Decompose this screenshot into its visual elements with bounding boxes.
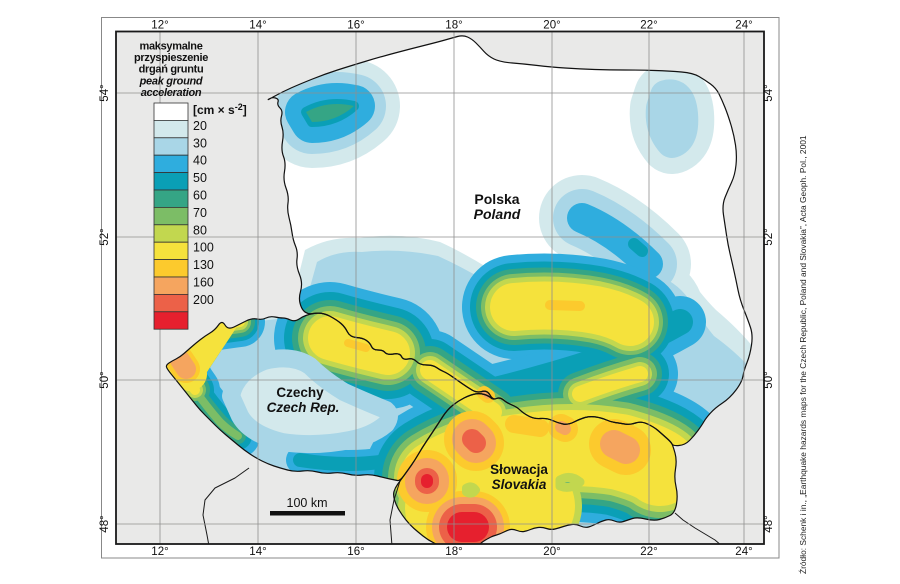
svg-text:50°: 50°	[99, 371, 111, 388]
svg-text:Poland: Poland	[474, 206, 521, 222]
svg-text:Czech Rep.: Czech Rep.	[267, 400, 340, 415]
svg-text:30: 30	[193, 136, 207, 150]
svg-text:24°: 24°	[735, 20, 752, 32]
svg-text:18°: 18°	[445, 20, 462, 32]
svg-text:24°: 24°	[735, 546, 752, 558]
svg-text:70: 70	[193, 206, 207, 220]
svg-text:130: 130	[193, 258, 214, 272]
svg-text:50°: 50°	[763, 371, 775, 388]
svg-text:14°: 14°	[249, 546, 266, 558]
svg-text:drgań gruntu: drgań gruntu	[139, 64, 204, 76]
svg-text:20: 20	[193, 119, 207, 133]
svg-text:peak ground: peak ground	[139, 75, 203, 87]
svg-text:50: 50	[193, 171, 207, 185]
svg-text:100: 100	[193, 241, 214, 255]
svg-text:20°: 20°	[543, 546, 560, 558]
svg-text:52°: 52°	[763, 228, 775, 245]
svg-text:160: 160	[193, 276, 214, 290]
svg-text:80: 80	[193, 223, 207, 237]
svg-text:100 km: 100 km	[287, 496, 328, 510]
svg-text:22°: 22°	[640, 20, 657, 32]
svg-text:12°: 12°	[151, 546, 168, 558]
svg-text:48°: 48°	[99, 515, 111, 532]
svg-text:Źródło: Schenk i in., „Earthqu: Źródło: Schenk i in., „Earthquake hazard…	[798, 135, 808, 574]
svg-text:14°: 14°	[249, 20, 266, 32]
svg-text:Slovakia: Slovakia	[492, 477, 547, 492]
svg-text:52°: 52°	[99, 228, 111, 245]
svg-text:20°: 20°	[543, 20, 560, 32]
svg-text:16°: 16°	[347, 20, 364, 32]
svg-text:acceleration: acceleration	[141, 87, 202, 99]
svg-text:16°: 16°	[347, 546, 364, 558]
svg-text:Polska: Polska	[474, 191, 519, 207]
svg-text:Słowacja: Słowacja	[490, 462, 548, 477]
svg-text:[cm × s-2]: [cm × s-2]	[193, 102, 247, 117]
svg-text:Czechy: Czechy	[276, 385, 324, 400]
svg-text:12°: 12°	[151, 20, 168, 32]
svg-text:40: 40	[193, 154, 207, 168]
svg-text:przyspieszenie: przyspieszenie	[134, 52, 208, 64]
svg-text:200: 200	[193, 293, 214, 307]
svg-text:54°: 54°	[99, 84, 111, 101]
svg-text:22°: 22°	[640, 546, 657, 558]
svg-text:60: 60	[193, 189, 207, 203]
svg-text:48°: 48°	[763, 515, 775, 532]
svg-text:maksymalne: maksymalne	[139, 41, 202, 53]
svg-text:18°: 18°	[445, 546, 462, 558]
svg-text:54°: 54°	[763, 84, 775, 101]
